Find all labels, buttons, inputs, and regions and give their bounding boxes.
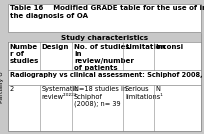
Text: Systematic
review²⁰²²¹: Systematic review²⁰²²¹	[41, 86, 78, 100]
Bar	[8, 33, 201, 42]
Text: Radiography vs clinical assessment: Schiphof 2008, Kinds 2: Radiography vs clinical assessment: Schi…	[10, 72, 204, 78]
Text: No. of studies
in
review/number
of patients: No. of studies in review/number of patie…	[74, 44, 134, 71]
Bar	[8, 33, 201, 131]
Text: N: N	[156, 86, 161, 92]
Text: Partially U: Partially U	[0, 71, 4, 103]
Text: Numbe
r of
studies: Numbe r of studies	[10, 44, 39, 64]
Text: N=18 studies in
Schiphof
(2008); n= 39: N=18 studies in Schiphof (2008); n= 39	[74, 86, 127, 107]
Text: Table 16    Modified GRADE table for the use of imagir
the diagnosis of OA: Table 16 Modified GRADE table for the us…	[10, 5, 204, 19]
Text: Limitation: Limitation	[125, 44, 166, 50]
Text: Inconsi: Inconsi	[156, 44, 184, 50]
Text: Study characteristics: Study characteristics	[61, 35, 148, 40]
Text: Design: Design	[41, 44, 69, 50]
Text: Serious
limitations¹: Serious limitations¹	[125, 86, 163, 100]
Bar	[8, 4, 201, 32]
Text: 2: 2	[10, 86, 14, 92]
